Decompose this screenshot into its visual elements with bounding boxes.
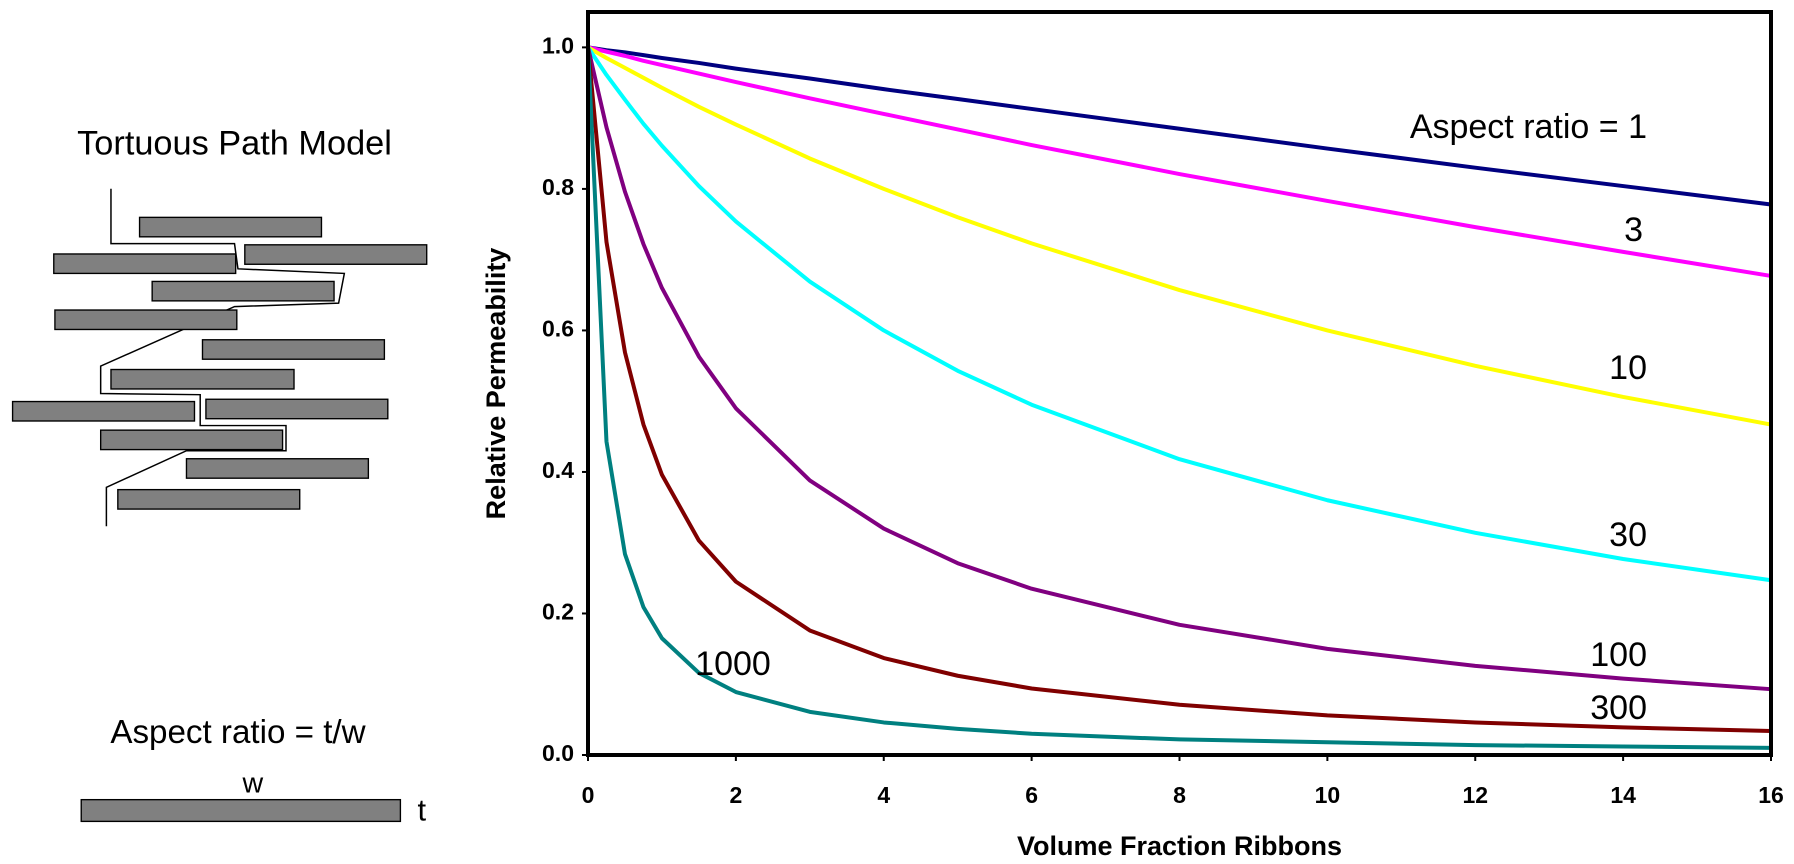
aspect-label: Aspect ratio = t/w [110,714,366,751]
y-tick-label: 0.8 [542,174,574,200]
series-label: Aspect ratio = 1 [1410,108,1647,146]
x-tick-label: 10 [1315,782,1341,808]
series-line [586,47,1772,750]
series-label: 10 [1609,349,1647,387]
x-tick-label: 14 [1610,782,1636,808]
x-tick-label: 0 [582,782,595,808]
y-tick-label: 0.0 [542,740,574,766]
ribbon [54,309,238,331]
ribbon [80,798,402,823]
ribbon [151,280,335,302]
ribbon [138,216,323,238]
x-axis-title: Volume Fraction Ribbons [1017,831,1342,861]
diagram-title: Tortuous Path Model [77,124,392,162]
series-line [586,47,1772,733]
series-line [586,46,1772,583]
series-line [587,45,1772,278]
ribbon [11,400,196,422]
y-tick-label: 0.6 [542,316,574,342]
y-tick-label: 1.0 [542,32,574,58]
ribbon [244,244,428,265]
chart: 0.0 0.2 0.4 0.6 0.8 1.0 0 2 4 6 8 10 12 14 16 Volume Fr… [481,10,1784,861]
x-tick-label: 4 [877,782,890,808]
diagram: Tortuous Path Model Aspect ratio = t/w w… [11,124,428,827]
series-line [587,45,1772,427]
x-tick-label: 16 [1758,782,1784,808]
series-label: 1000 [695,645,771,683]
x-tick-label: 2 [729,782,742,808]
ribbon [110,368,295,390]
thickness-label: t [418,792,427,827]
series-label: 3 [1624,211,1643,249]
width-label: w [241,767,263,799]
ribbon [205,398,389,420]
x-tick-label: 6 [1025,782,1038,808]
series-label: 30 [1609,516,1647,554]
series-line [587,45,1772,207]
ribbon [53,253,237,275]
x-tick-label: 8 [1173,782,1186,808]
ribbon [201,339,386,360]
x-tick-label: 12 [1462,782,1488,808]
series-label: 300 [1590,689,1647,727]
y-tick-label: 0.2 [542,599,574,625]
ribbon [117,488,301,510]
y-axis-title: Relative Permeability [481,248,511,520]
plot-frame [586,10,1773,757]
series-label: 100 [1590,636,1647,674]
y-tick-label: 0.4 [542,457,574,483]
ribbon [99,429,284,451]
series-line [586,46,1772,692]
ribbon [185,458,370,479]
